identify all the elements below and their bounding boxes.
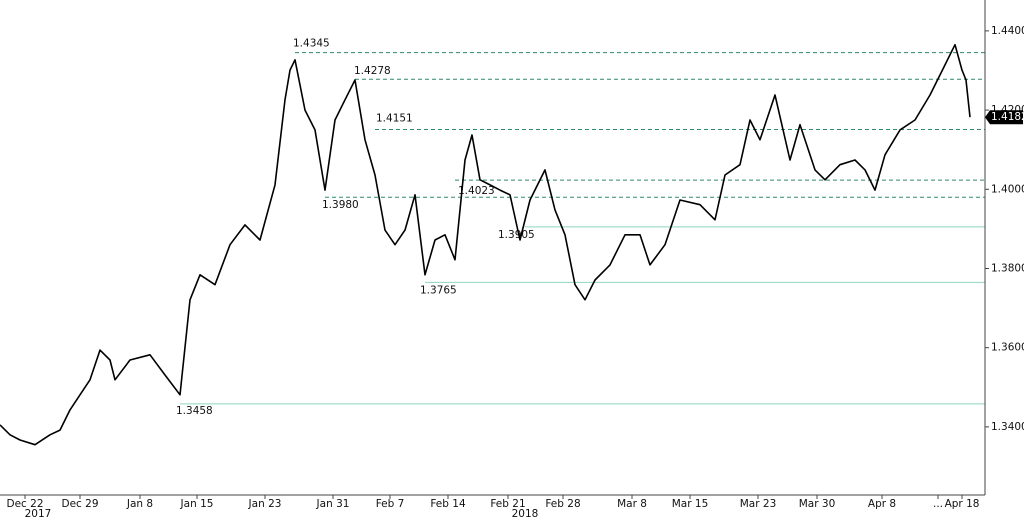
level-label: 1.4151 bbox=[376, 112, 413, 124]
level-label: 1.4345 bbox=[293, 38, 330, 50]
x-tick-label: Jan 31 bbox=[316, 498, 350, 510]
x-tick-label: Mar 23 bbox=[740, 498, 777, 510]
level-label: 1.3905 bbox=[498, 229, 535, 241]
x-tick-label: Dec 22 bbox=[6, 498, 43, 510]
x-tick-label: Feb 7 bbox=[376, 498, 405, 510]
level-label: 1.4278 bbox=[354, 65, 391, 77]
level-label: 1.3980 bbox=[322, 199, 359, 211]
price-line bbox=[0, 43, 971, 446]
x-tick-label: Jan 23 bbox=[248, 498, 282, 510]
y-tick-label: 1.3400 bbox=[991, 421, 1024, 433]
x-tick-label: Feb 21 bbox=[490, 498, 525, 510]
y-tick-label: 1.3800 bbox=[991, 262, 1024, 274]
x-tick-label: Dec 29 bbox=[61, 498, 98, 510]
x-tick-label: Mar 15 bbox=[672, 498, 709, 510]
x-tick-label: Feb 14 bbox=[430, 498, 466, 510]
x-tick-label: Apr 8 bbox=[868, 498, 896, 510]
level-label: 1.4023 bbox=[458, 185, 495, 197]
x-tick-label: Mar 8 bbox=[617, 498, 647, 510]
x-tick-label: Jan 15 bbox=[180, 498, 214, 510]
level-label: 1.3765 bbox=[420, 284, 457, 296]
y-tick-label: 1.3600 bbox=[991, 342, 1024, 354]
x-tick-label: ... bbox=[933, 498, 943, 510]
year-label: 2018 bbox=[512, 508, 539, 518]
x-tick-label: Jan 8 bbox=[126, 498, 153, 510]
y-tick-label: 1.4400 bbox=[991, 25, 1024, 37]
year-label: 2017 bbox=[25, 508, 52, 518]
last-price-label: 1.4182 bbox=[991, 111, 1024, 123]
level-label: 1.3458 bbox=[176, 405, 213, 417]
last-price-tag bbox=[985, 110, 1023, 125]
y-tick-label: 1.4000 bbox=[991, 183, 1024, 195]
x-tick-label: Mar 30 bbox=[799, 498, 836, 510]
x-tick-label: Apr 18 bbox=[945, 498, 980, 510]
x-tick-label: Feb 28 bbox=[545, 498, 580, 510]
